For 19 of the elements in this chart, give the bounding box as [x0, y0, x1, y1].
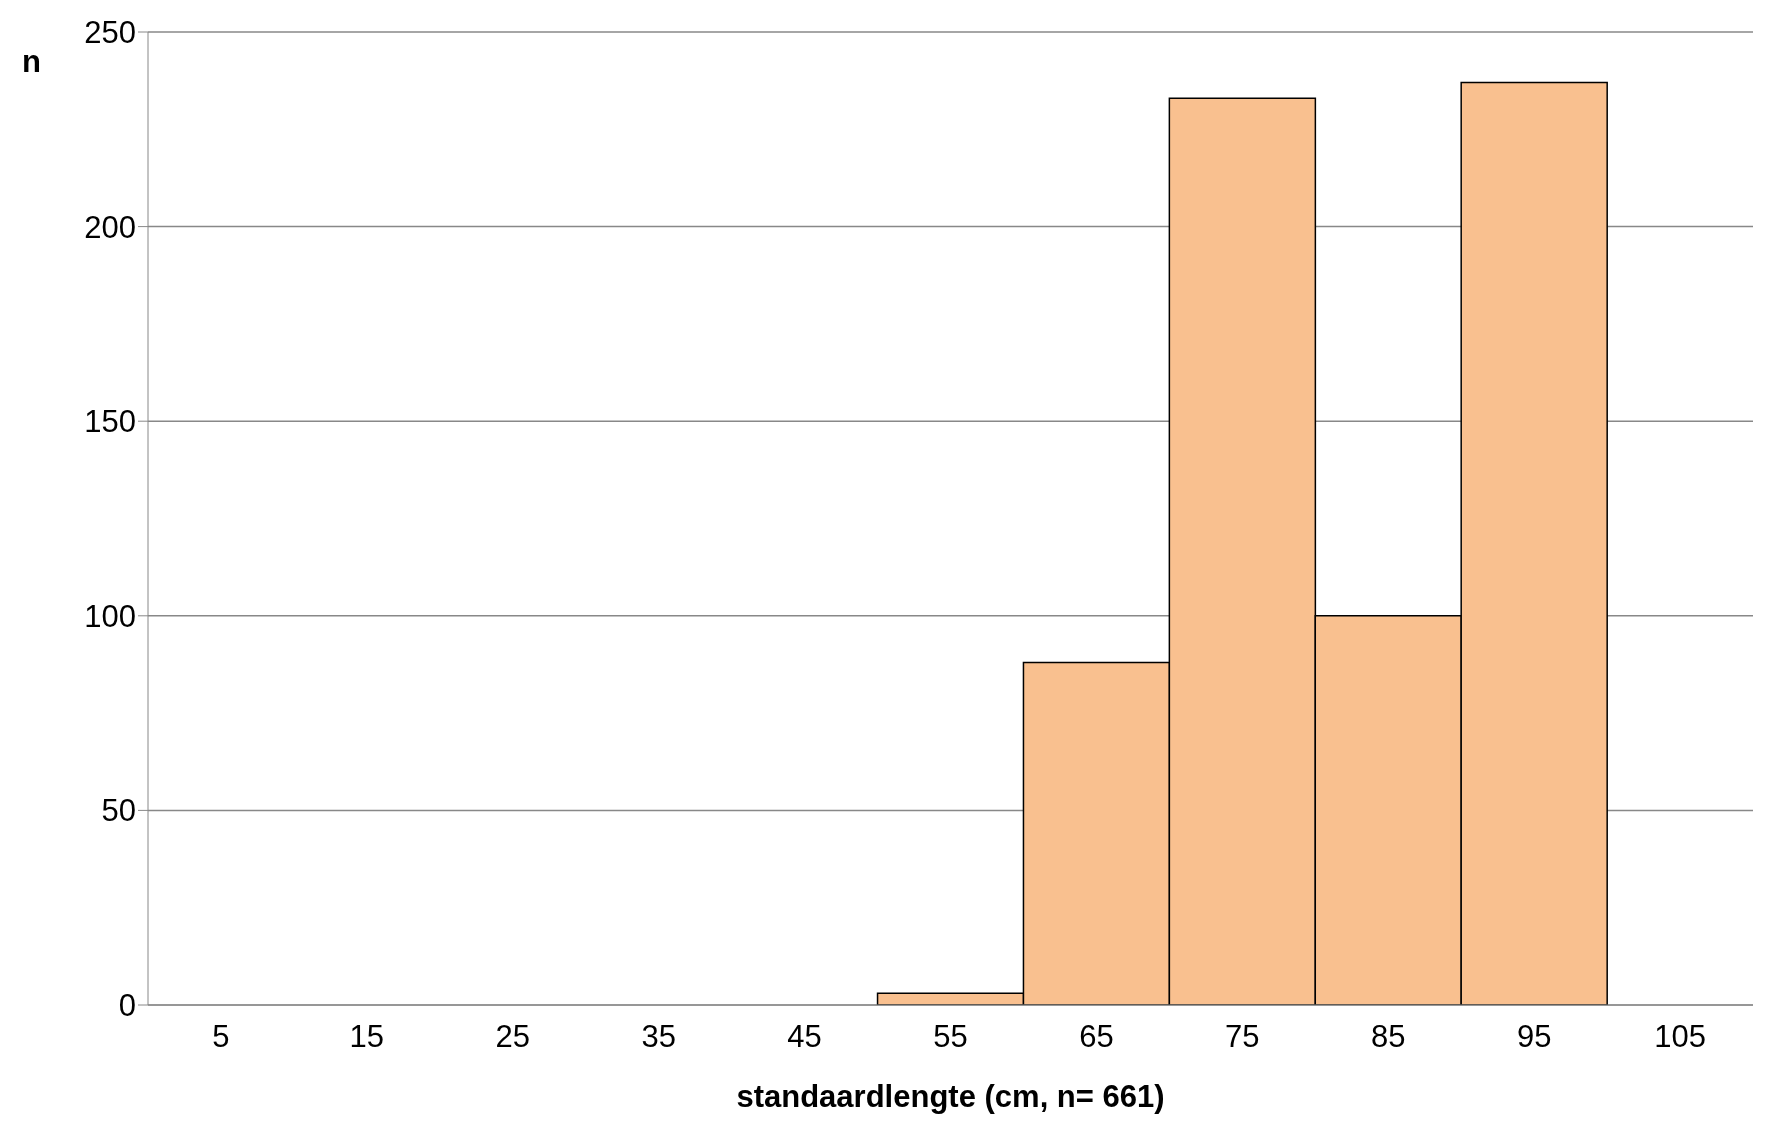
x-tick-label: 55: [933, 1019, 968, 1055]
x-tick-label: 45: [787, 1019, 822, 1055]
x-tick-label: 65: [1079, 1019, 1114, 1055]
y-tick-label: 0: [118, 988, 136, 1024]
x-tick-label: 85: [1370, 1019, 1406, 1055]
x-tick-label: 5: [212, 1019, 230, 1055]
x-tick-label: 75: [1225, 1019, 1260, 1055]
x-axis-title: standaardlengte (cm, n= 661): [736, 1079, 1165, 1114]
x-tick-label: 95: [1516, 1019, 1552, 1055]
y-tick-label: 50: [101, 793, 136, 829]
y-tick-label: 150: [84, 404, 136, 440]
y-tick-label: 250: [84, 15, 136, 51]
y-tick-label: 100: [84, 598, 136, 634]
y-axis-title: n: [22, 44, 41, 79]
y-tick-label: 200: [84, 209, 136, 245]
x-tick-label: 105: [1654, 1019, 1706, 1055]
x-tick-label: 35: [641, 1019, 676, 1055]
x-tick-label: 25: [495, 1019, 531, 1055]
x-tick-label: 15: [349, 1019, 385, 1055]
